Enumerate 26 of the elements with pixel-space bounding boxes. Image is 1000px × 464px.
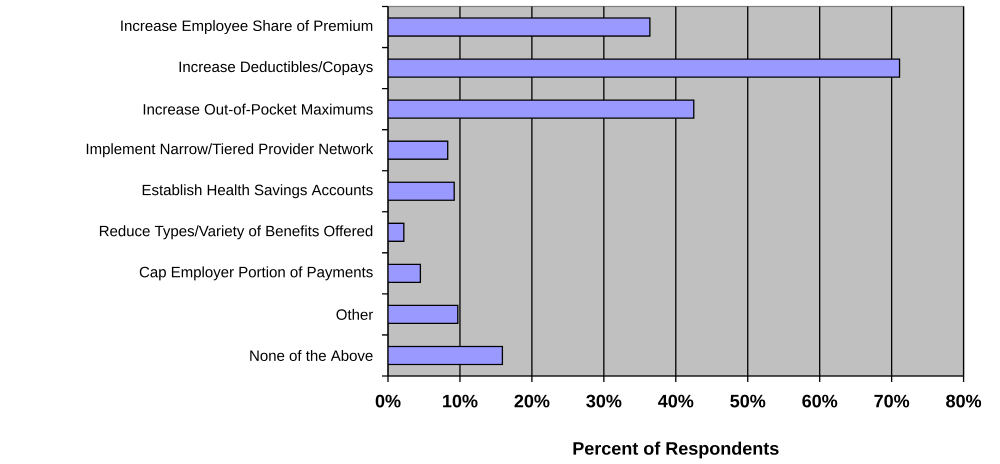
- x-tick-label: 0%: [376, 394, 401, 408]
- bar: [388, 304, 458, 324]
- x-tick-label: 40%: [658, 394, 694, 408]
- x-tick-label: 10%: [443, 394, 478, 408]
- bar: [388, 182, 455, 201]
- y-tick-label: None of the Above: [250, 350, 373, 361]
- y-tick-label: Implement Narrow/Tiered Provider Network: [86, 143, 374, 158]
- x-tick-label: 70%: [874, 394, 910, 408]
- x-tick-label: 60%: [802, 394, 838, 408]
- y-tick-label: Cap Employer Portion of Payments: [140, 266, 373, 280]
- x-tick-label: 50%: [730, 394, 766, 408]
- bar: [388, 58, 900, 78]
- y-tick-label: Establish Health Savings Accounts: [142, 184, 373, 198]
- y-tick-label: Other: [336, 308, 374, 320]
- y-tick-label: Increase Deductibles/Copays: [180, 61, 373, 76]
- y-tick-label: Reduce Types/Variety of Benefits Offered: [100, 225, 372, 240]
- bar: [388, 346, 504, 366]
- y-tick-label: Increase Employee Share of Premium: [121, 20, 372, 34]
- x-axis-title: Percent of Respondents: [573, 442, 779, 458]
- bar: [388, 99, 694, 119]
- x-tick-label: 20%: [514, 394, 550, 408]
- bar: [388, 17, 651, 37]
- x-tick-label: 80%: [946, 394, 982, 408]
- bar: [388, 140, 448, 160]
- y-tick-label: Increase Out-of-Pocket Maximums: [144, 104, 373, 115]
- x-tick-label: 30%: [586, 394, 622, 408]
